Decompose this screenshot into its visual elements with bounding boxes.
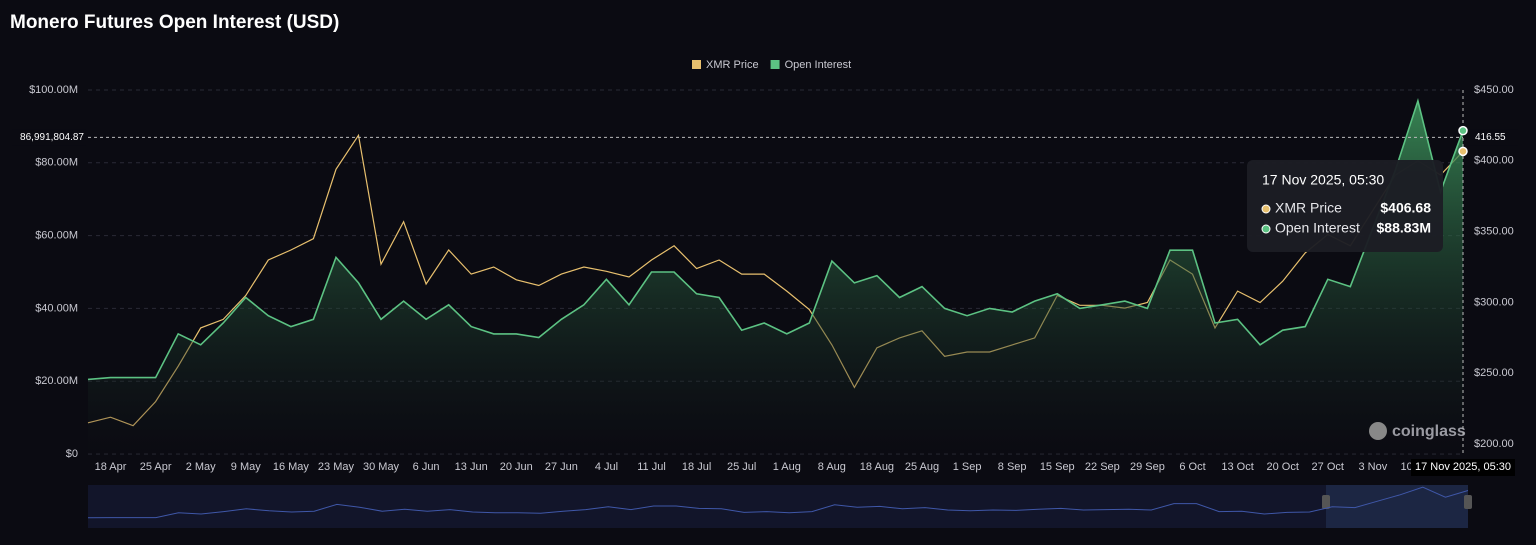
chart-title: Monero Futures Open Interest (USD) bbox=[10, 12, 339, 33]
y2-tick-label: $200.00 bbox=[1474, 438, 1514, 450]
x-tick-label: 11 Jul bbox=[637, 461, 666, 473]
navigator bbox=[87, 485, 1472, 528]
x-tick-label: 25 Jul bbox=[727, 461, 756, 473]
x-tick-label: 8 Aug bbox=[818, 461, 846, 473]
y2-tick-label: $350.00 bbox=[1474, 226, 1514, 238]
x-tick-label: 3 Nov bbox=[1358, 461, 1387, 473]
watermark-text: coinglass bbox=[1392, 423, 1466, 440]
x-tick-label: 6 Oct bbox=[1179, 461, 1205, 473]
x-tick-label: 20 Jun bbox=[500, 461, 533, 473]
x-tick-label: 27 Oct bbox=[1312, 461, 1344, 473]
tooltip-title: 17 Nov 2025, 05:30 bbox=[1262, 172, 1384, 188]
x-tick-label: 9 May bbox=[231, 461, 261, 473]
tooltip-name: XMR Price bbox=[1275, 200, 1342, 216]
y-tick-label: $40.00M bbox=[35, 302, 78, 314]
tooltip-value: $88.83M bbox=[1377, 220, 1431, 236]
navigator-window[interactable] bbox=[1326, 485, 1468, 528]
y2-tick-label: $300.00 bbox=[1474, 296, 1514, 308]
tooltip-value: $406.68 bbox=[1380, 200, 1431, 216]
x-tick-label: 25 Apr bbox=[140, 461, 172, 473]
series-line bbox=[87, 97, 1464, 381]
legend-swatch bbox=[770, 60, 780, 69]
navigator-line bbox=[87, 486, 1469, 519]
x-tick-label: 18 Aug bbox=[860, 461, 894, 473]
x-tick-label: 2 May bbox=[186, 461, 216, 473]
x-tick-label: 22 Sep bbox=[1085, 461, 1120, 473]
y-tick-label: $0 bbox=[66, 448, 78, 460]
area bbox=[88, 100, 1463, 455]
y2-tick-label: $400.00 bbox=[1474, 155, 1514, 167]
hover-point bbox=[1458, 146, 1468, 157]
x-tick-label: 23 May bbox=[318, 461, 355, 473]
watermark: coinglass bbox=[1369, 422, 1466, 440]
legend: XMR Price Open Interest bbox=[692, 59, 851, 71]
x-tick-label: 25 Aug bbox=[905, 461, 939, 473]
y-tick-label: $100.00M bbox=[29, 84, 78, 96]
navigator-handle[interactable] bbox=[1464, 495, 1472, 509]
crosshair-x-bg bbox=[1411, 459, 1515, 476]
tooltip-name: Open Interest bbox=[1275, 220, 1360, 236]
x-tick-label: 13 Jun bbox=[455, 461, 488, 473]
x-tick-label: 15 Sep bbox=[1040, 461, 1075, 473]
x-tick-label: 27 Jun bbox=[545, 461, 578, 473]
y-tick-label: $60.00M bbox=[35, 230, 78, 242]
x-tick-label: 1 Sep bbox=[953, 461, 982, 473]
watermark-icon bbox=[1369, 422, 1387, 440]
crosshair-label-bg bbox=[1468, 129, 1518, 146]
grid: $0 $20.00M $40.00M $60.00M $80.00M $100.00M $2… bbox=[29, 84, 1514, 473]
x-tick-label: 6 Jun bbox=[413, 461, 440, 473]
x-tick-label: 30 May bbox=[363, 461, 400, 473]
legend-swatch bbox=[692, 60, 701, 69]
tooltip-dot bbox=[1261, 204, 1271, 214]
hover-point bbox=[1458, 125, 1468, 136]
x-tick-label: 8 Sep bbox=[998, 461, 1027, 473]
x-tick-label: 18 Jul bbox=[682, 461, 711, 473]
x-tick-label: 20 Oct bbox=[1266, 461, 1298, 473]
crosshair-y-label: 86,991,804.87 bbox=[20, 132, 84, 143]
x-tick-label: 29 Sep bbox=[1130, 461, 1165, 473]
y-tick-label: $80.00M bbox=[35, 157, 78, 169]
crosshair-label-bg bbox=[12, 129, 86, 146]
plot bbox=[87, 97, 1464, 455]
tooltip-bg bbox=[1247, 160, 1443, 252]
x-tick-label: 13 Oct bbox=[1221, 461, 1253, 473]
legend-label: Open Interest bbox=[785, 59, 852, 71]
crosshair-y2-label: 416.55 bbox=[1475, 132, 1506, 143]
y2-tick-label: $450.00 bbox=[1474, 84, 1514, 96]
navigator-bg bbox=[88, 485, 1468, 528]
y-tick-label: $20.00M bbox=[35, 375, 78, 387]
navigator-handle[interactable] bbox=[1322, 495, 1330, 509]
x-tick-label: 1 Aug bbox=[773, 461, 801, 473]
overlay: 86,991,804.87 416.55 17 Nov 2025, 05:30 17 … bbox=[12, 90, 1518, 476]
series-line bbox=[87, 133, 1464, 427]
x-tick-label: 18 Apr bbox=[95, 461, 127, 473]
crosshair-x-label: 17 Nov 2025, 05:30 bbox=[1415, 461, 1511, 473]
legend-label: XMR Price bbox=[706, 59, 759, 71]
tooltip-dot bbox=[1261, 224, 1271, 234]
x-tick-label: 16 May bbox=[273, 461, 310, 473]
x-tick-label: 4 Jul bbox=[595, 461, 618, 473]
y2-tick-label: $250.00 bbox=[1474, 367, 1514, 379]
